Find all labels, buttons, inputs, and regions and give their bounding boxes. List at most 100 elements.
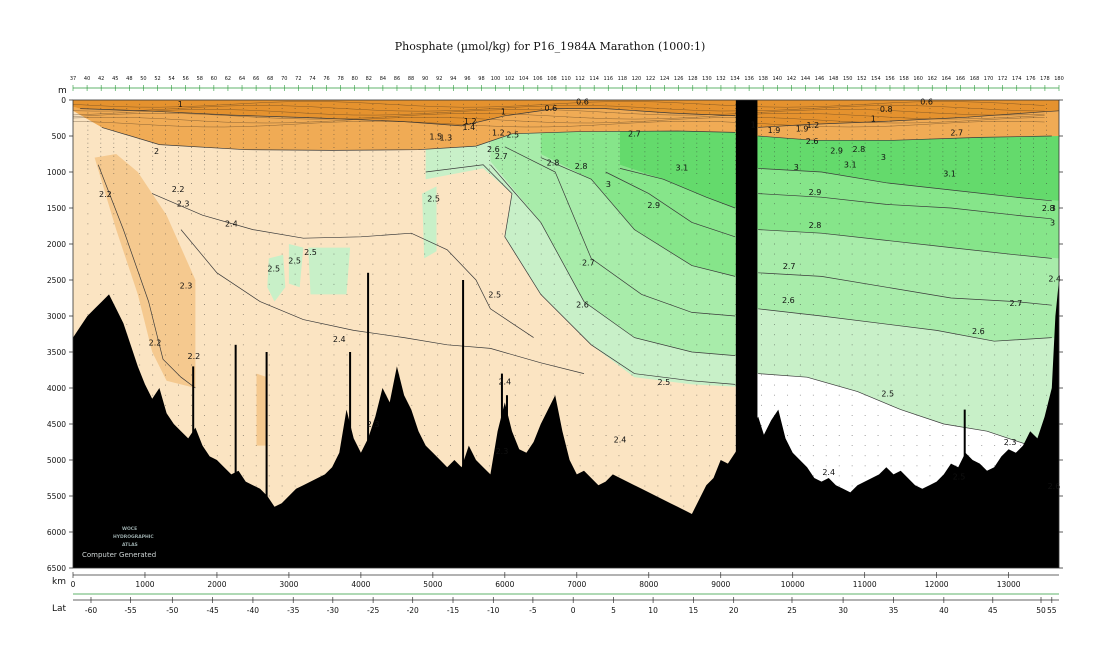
seafloor xyxy=(73,280,1059,568)
station-label-50: 50 xyxy=(140,76,146,82)
lat-tick-label--15: -15 xyxy=(447,606,459,615)
contour-line-2.5-7 xyxy=(425,164,736,385)
contour-label-60: 2.9 xyxy=(830,146,843,155)
station-label-140: 140 xyxy=(773,76,783,82)
station-label-45: 45 xyxy=(112,76,118,82)
contour-label-12: 1.4 xyxy=(462,123,475,132)
contour-label-35: 2.5 xyxy=(304,248,317,257)
fill-patch-2.5-c xyxy=(308,247,351,295)
station-label-78: 78 xyxy=(337,76,343,82)
contour-label-3: 0.8 xyxy=(880,105,893,114)
lat-tick-label--55: -55 xyxy=(124,606,136,615)
data-gap xyxy=(735,100,758,568)
station-label-86: 86 xyxy=(394,76,400,82)
lat-tick-label-40: 40 xyxy=(939,606,949,615)
station-label-96: 96 xyxy=(464,76,470,82)
station-label-116: 116 xyxy=(603,76,613,82)
contour-label-5: 1 xyxy=(501,107,506,116)
contour-label-31: 2.4 xyxy=(1048,274,1061,283)
latitude-axis: -60 -55 -50 -45 -40 -35 -30 -25 -20 -15 -10 -5 0 5 10 1… xyxy=(73,597,1059,615)
contour-label-20: 2.2 xyxy=(188,352,201,361)
contour-line-2.3-5 xyxy=(152,193,534,338)
lat-tick-label--35: -35 xyxy=(287,606,299,615)
contour-label-58: 2.9 xyxy=(647,201,660,210)
station-label-126: 126 xyxy=(674,76,684,82)
contour-label-16: 2 xyxy=(154,147,159,156)
contour-label-54: 2.8 xyxy=(575,162,588,171)
contour-line-2-3 xyxy=(758,135,1052,141)
station-label-136: 136 xyxy=(744,76,754,82)
lat-tick-label--25: -25 xyxy=(367,606,379,615)
depth-tick-label-1000: 1000 xyxy=(47,168,66,177)
km-tick-label-7000: 7000 xyxy=(567,580,586,589)
station-label-118: 118 xyxy=(618,76,628,82)
contour-label-2: 0.6 xyxy=(920,97,933,106)
contour-label-34: 2.5 xyxy=(288,256,301,265)
station-label-66: 66 xyxy=(253,76,259,82)
depth-tick-label-6500: 6500 xyxy=(47,564,66,573)
station-label-168: 168 xyxy=(970,76,980,82)
distance-axis: 0 1000 2000 3000 4000 5000 6000 7000 8000 9000 100… xyxy=(71,572,1059,595)
station-label-144: 144 xyxy=(801,76,811,82)
station-label-92: 92 xyxy=(436,76,442,82)
contour-line-2.5-8 xyxy=(758,373,1052,461)
contour-label-50: 2.7 xyxy=(783,262,796,271)
contour-label-0: 0.6 xyxy=(545,104,558,113)
station-label-70: 70 xyxy=(281,76,287,82)
station-label-52: 52 xyxy=(154,76,160,82)
km-tick-label-12000: 12000 xyxy=(925,580,949,589)
km-tick-label-6000: 6000 xyxy=(495,580,514,589)
contour-line-2.6-10 xyxy=(758,308,1052,342)
contour-label-51: 2.7 xyxy=(950,128,963,137)
km-tick-label-9000: 9000 xyxy=(711,580,730,589)
contour-label-43: 2.6 xyxy=(782,296,795,305)
station-label-160: 160 xyxy=(913,76,923,82)
lat-tick-label-55: 55 xyxy=(1047,606,1057,615)
contour-line-2-2 xyxy=(101,127,736,151)
depth-tick-label-2500: 2500 xyxy=(47,276,66,285)
fill-patch-2.5-b xyxy=(288,244,304,288)
station-label-104: 104 xyxy=(519,76,529,82)
lat-tick-label-35: 35 xyxy=(889,606,899,615)
contour-line-3-18 xyxy=(758,168,1052,202)
station-label-134: 134 xyxy=(730,76,740,82)
seamount-spike-2 xyxy=(265,352,268,568)
contour-label-18: 2.2 xyxy=(172,185,185,194)
contour-line-2.6-9 xyxy=(490,164,736,356)
contour-labels-layer: 0.6 0.6 0.6 0.8 1 1 1 1 1.2 1.2 1.2 1.3 1.4 1.5 1.9 1.9… xyxy=(99,97,1061,490)
plot-frame xyxy=(72,99,1060,569)
contour-label-15: 1.9 xyxy=(796,125,809,134)
station-label-122: 122 xyxy=(646,76,656,82)
station-label-154: 154 xyxy=(871,76,881,82)
contour-label-21: 2.3 xyxy=(177,200,190,209)
lat-tick-label-10: 10 xyxy=(648,606,658,615)
contour-label-22: 2.3 xyxy=(180,282,193,291)
km-tick-label-4000: 4000 xyxy=(351,580,370,589)
contour-label-45: 2.6 xyxy=(806,137,819,146)
fill-band-lt-1.0 xyxy=(73,100,736,126)
station-label-56: 56 xyxy=(182,76,188,82)
station-label-158: 158 xyxy=(899,76,909,82)
km-tick-label-13000: 13000 xyxy=(997,580,1021,589)
station-label-124: 124 xyxy=(660,76,670,82)
contour-label-9: 1.2 xyxy=(492,128,505,137)
contour-label-55: 2.8 xyxy=(809,221,822,230)
contour-label-33: 2.5 xyxy=(267,264,280,273)
km-tick-label-8000: 8000 xyxy=(639,580,658,589)
station-label-76: 76 xyxy=(323,76,329,82)
lat-tick-label-5: 5 xyxy=(611,606,616,615)
surface-contour-1 xyxy=(73,105,1045,112)
contour-label-46: 2.6 xyxy=(1048,482,1061,491)
latitude-axis-label: Lat xyxy=(52,604,67,614)
depth-tick-label-5500: 5500 xyxy=(47,492,66,501)
lat-tick-label--10: -10 xyxy=(487,606,499,615)
contour-label-37: 2.5 xyxy=(658,378,671,387)
depth-tick-label-3000: 3000 xyxy=(47,312,66,321)
contour-label-7: 1 xyxy=(871,115,876,124)
station-label-40: 40 xyxy=(84,76,90,82)
contour-label-24: 2.3 xyxy=(496,447,509,456)
contour-label-53: 2.8 xyxy=(547,159,560,168)
contour-label-63: 3 xyxy=(881,153,886,162)
km-tick-label-1000: 1000 xyxy=(135,580,154,589)
